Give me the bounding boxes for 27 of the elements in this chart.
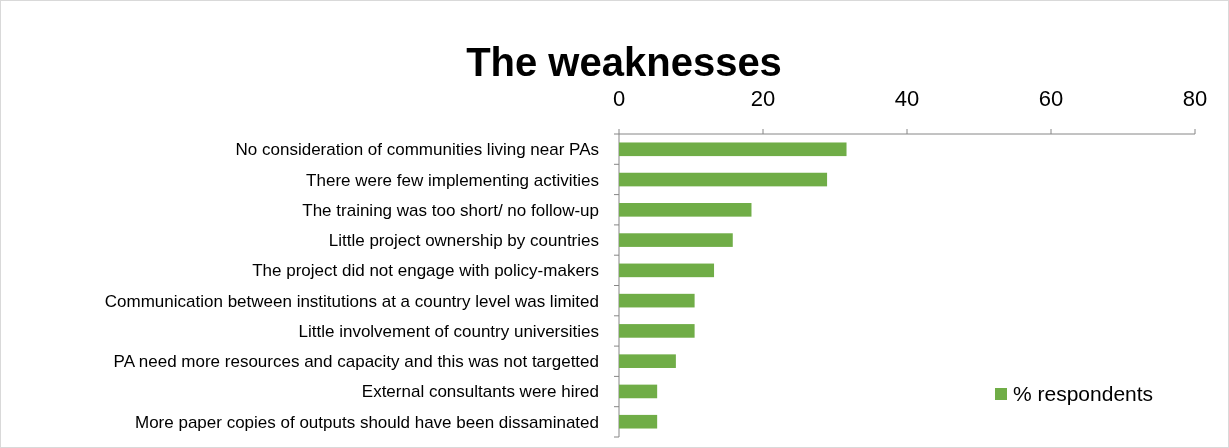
- x-tick-label: 40: [894, 86, 920, 111]
- bar: [619, 354, 676, 368]
- y-tick-label: More paper copies of outputs should have been dissaminated: [134, 412, 599, 432]
- chart-title: The weaknesses: [466, 40, 782, 84]
- x-tick-label: 20: [750, 86, 776, 111]
- y-tick-label: External consultants were hired: [361, 382, 599, 402]
- bar: [619, 293, 695, 308]
- x-tick-label: 60: [1038, 86, 1064, 111]
- bar: [619, 263, 715, 278]
- y-tick-label: The training was too short/ no follow-up: [302, 200, 599, 220]
- bar: [619, 203, 752, 217]
- y-tick-label: Little involvement of country universities: [298, 321, 599, 341]
- bar: [619, 324, 695, 338]
- bar: [619, 233, 733, 247]
- y-tick-label: Little project ownership by countries: [328, 231, 599, 251]
- y-tick-label: The project did not engage with policy-makers: [252, 261, 599, 281]
- bar: [619, 172, 828, 187]
- y-tick-label: No consideration of communities living near PAs: [235, 140, 599, 160]
- bar: [619, 142, 847, 157]
- y-tick-label: There were few implementing activities: [306, 170, 599, 190]
- bar: [619, 384, 658, 399]
- y-tick-label: Communication between institutions at a country level was limited: [104, 291, 599, 311]
- x-tick-label: 0: [612, 86, 626, 111]
- y-tick-label: PA need more resources and capacity and this was not targetted: [113, 352, 599, 372]
- bar: [619, 414, 658, 429]
- legend-label: % respondents: [1013, 382, 1154, 406]
- x-tick-label: 80: [1182, 86, 1208, 111]
